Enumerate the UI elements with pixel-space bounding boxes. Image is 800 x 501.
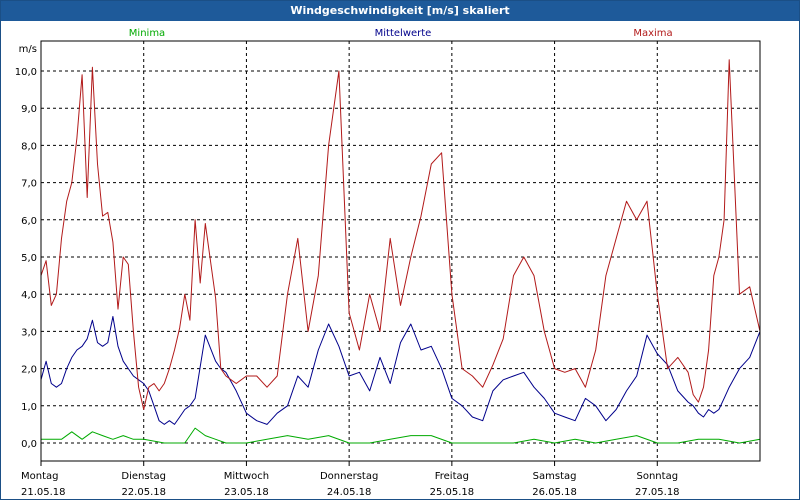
data-series [40,59,761,444]
y-tick-label: 8,0 [21,141,37,152]
y-axis-label: m/s [19,44,37,55]
y-tick-label: 3,0 [21,327,37,338]
grid-lines [41,41,760,461]
x-tick-label-weekday: Freitag [435,471,469,482]
x-tick-label-weekday: Samstag [533,471,577,482]
series-line-minima [41,427,761,444]
y-tick-label: 0,0 [21,439,37,450]
x-tick-label-date: 24.05.18 [327,487,372,498]
y-tick-label: 2,0 [21,365,37,376]
y-tick-label: 9,0 [21,104,37,115]
x-tick-label-weekday: Montag [21,471,58,482]
y-tick-label: 7,0 [21,179,37,190]
legend: Minima Mittelwerte Maxima [129,28,673,39]
y-tick-label: 4,0 [21,290,37,301]
x-tick-label-weekday: Dienstag [121,471,166,482]
legend-entry-mittelwerte: Mittelwerte [375,28,432,39]
x-tick-label-date: 21.05.18 [21,487,66,498]
y-tick-label: 6,0 [21,216,37,227]
plot-area-border [40,40,761,462]
y-tick-label: 5,0 [21,253,37,264]
x-tick-label-date: 27.05.18 [635,487,680,498]
series-line-mittelwerte [40,316,761,425]
x-tick-label-date: 26.05.18 [532,487,577,498]
x-tick-label-weekday: Mittwoch [224,471,269,482]
x-tick-label-date: 22.05.18 [121,487,166,498]
x-tick-label-weekday: Sonntag [637,471,679,482]
legend-entry-minima: Minima [129,28,165,39]
x-tick-label-date: 23.05.18 [224,487,269,498]
axis-labels: 0,0 1,0 2,0 3,0 4,0 5,0 6,0 7,0 8,0 9,0 10,0 m/s Mon… [15,44,680,498]
x-tick-label-date: 25.05.18 [430,487,475,498]
series-line-maxima [40,59,761,410]
chart-title-bar: Windgeschwindigkeit [m/s] skaliert [1,1,799,21]
legend-entry-maxima: Maxima [633,28,672,39]
x-tick-label-weekday: Donnerstag [320,471,378,482]
y-tick-label: 10,0 [15,67,37,78]
y-tick-label: 1,0 [21,402,37,413]
